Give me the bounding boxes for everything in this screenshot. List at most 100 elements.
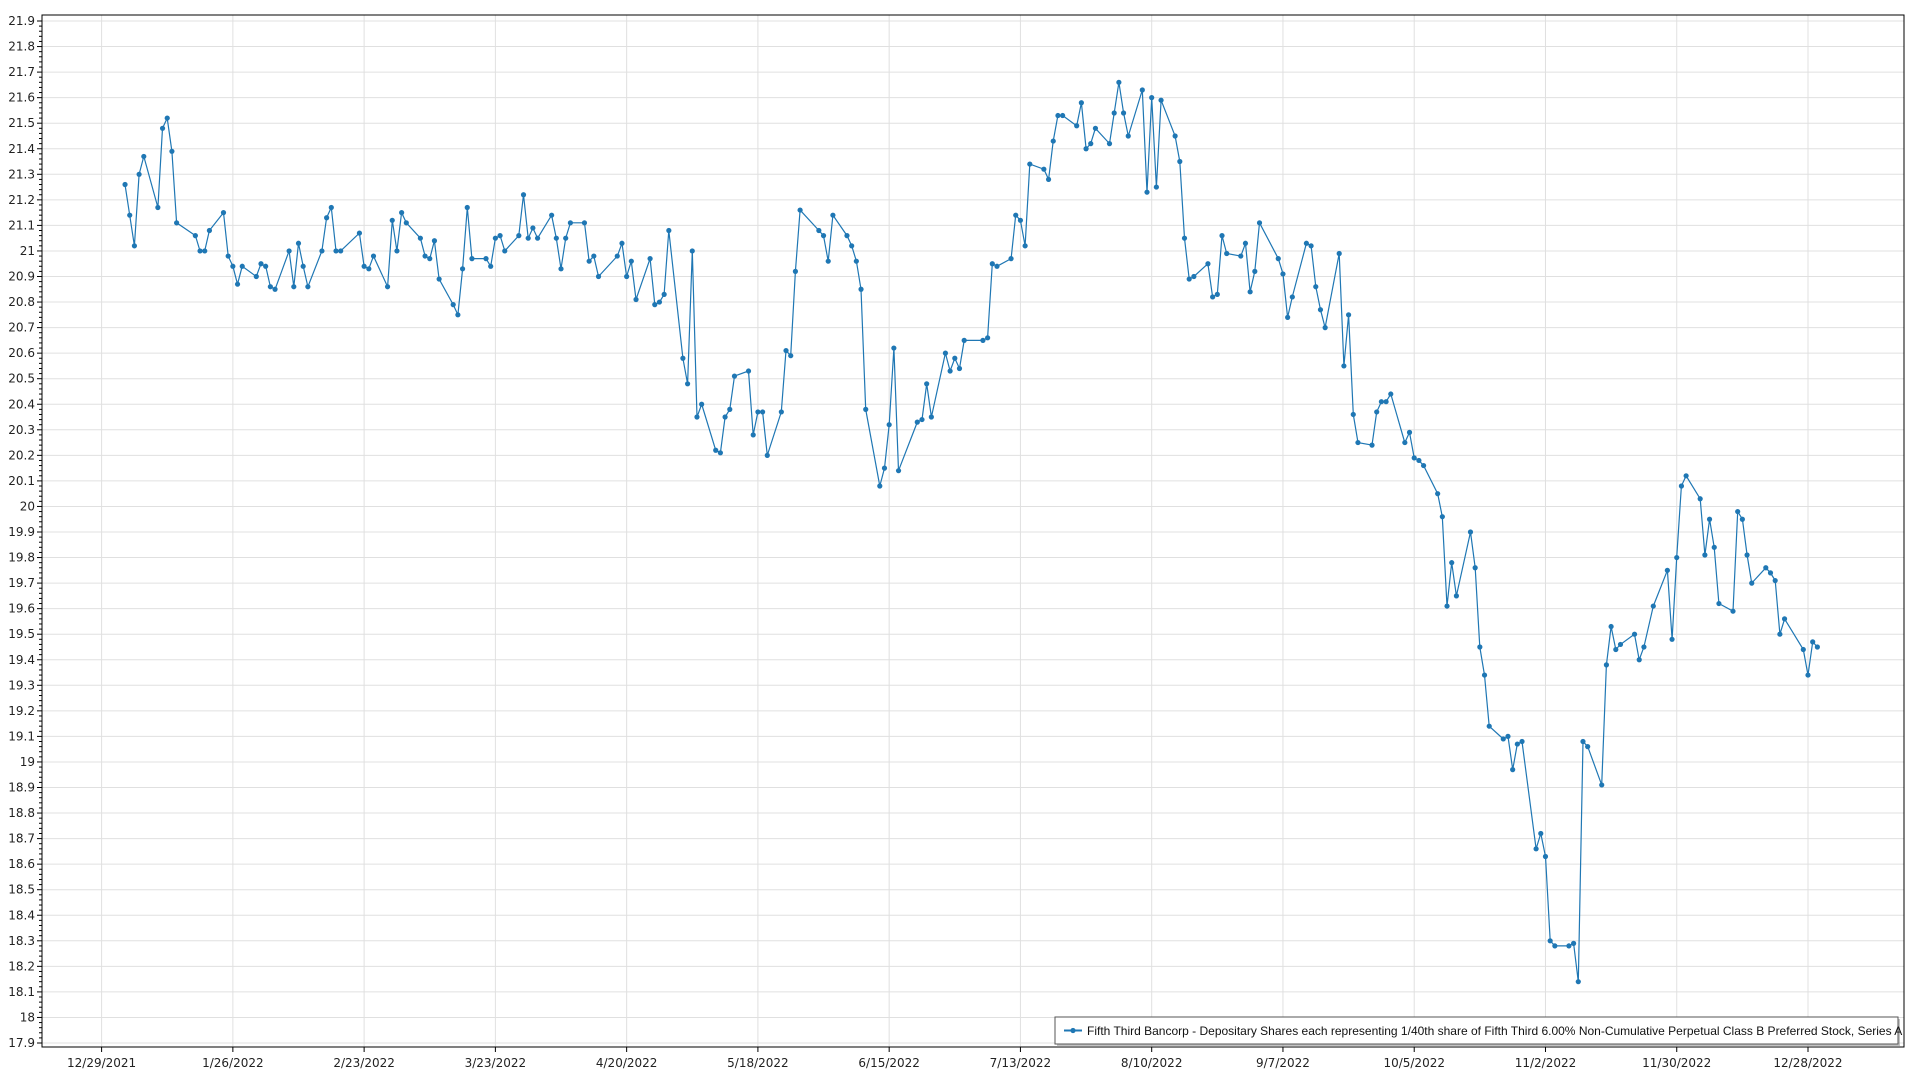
data-point <box>1088 141 1094 147</box>
data-point <box>1683 473 1689 479</box>
data-point <box>980 337 986 343</box>
data-point <box>1275 256 1281 262</box>
legend: Fifth Third Bancorp - Depositary Shares … <box>1054 1016 1902 1047</box>
data-point <box>1767 570 1774 576</box>
data-point <box>985 335 991 341</box>
y-tick-label: 18.6 <box>8 857 35 871</box>
data-point <box>1585 744 1591 750</box>
data-point <box>792 268 799 274</box>
y-axis: 17.9 18 18.1 18.2 18.3 18.4 18.5 18.6 18.7 18.8 18… <box>8 14 42 1050</box>
y-tick-label: 20.9 <box>8 270 35 284</box>
data-point <box>1149 95 1155 101</box>
data-point <box>778 409 784 415</box>
data-point <box>947 368 953 374</box>
data-point <box>689 248 695 254</box>
data-point <box>319 248 325 254</box>
data-point <box>1538 830 1544 837</box>
data-point <box>394 248 400 254</box>
data-point <box>534 235 541 241</box>
y-tick-label: 19.9 <box>8 525 35 539</box>
data-point <box>1303 240 1309 246</box>
data-point <box>1074 123 1080 129</box>
data-point <box>919 416 925 423</box>
x-tick-label: 12/28/2022 <box>1773 1056 1842 1070</box>
data-point <box>530 225 536 231</box>
data-point <box>877 483 883 489</box>
y-tick-label: 18.2 <box>8 959 35 973</box>
data-point <box>141 153 147 160</box>
y-tick-label: 21.5 <box>8 116 35 130</box>
data-point <box>464 204 470 211</box>
data-point <box>1739 516 1745 522</box>
y-tick-label: 20.5 <box>8 372 35 386</box>
data-point <box>272 286 278 292</box>
data-point <box>1444 603 1450 609</box>
data-point <box>1702 552 1708 558</box>
y-tick-label: 19.3 <box>8 678 35 692</box>
x-tick-label: 3/23/2022 <box>465 1056 527 1070</box>
data-point <box>783 347 789 354</box>
data-point <box>1716 600 1722 607</box>
data-point <box>267 284 273 290</box>
data-point <box>1631 631 1638 637</box>
data-point <box>1116 79 1122 85</box>
data-point <box>1505 733 1511 740</box>
data-point <box>1608 623 1614 630</box>
data-point <box>1617 641 1624 648</box>
data-point <box>492 235 498 241</box>
data-point <box>567 220 573 226</box>
y-tick-label: 18.1 <box>8 985 35 999</box>
data-point <box>1566 943 1572 949</box>
data-point <box>1486 723 1492 729</box>
y-tick-label: 19.1 <box>8 729 35 743</box>
data-point <box>1599 782 1605 788</box>
data-point <box>633 296 639 303</box>
data-point <box>192 233 198 239</box>
data-point <box>619 240 625 246</box>
y-tick-label: 19.6 <box>8 602 35 616</box>
data-point <box>1730 608 1736 614</box>
data-point <box>1411 455 1417 461</box>
data-point <box>1420 462 1427 469</box>
data-point <box>1317 307 1324 313</box>
data-point <box>1467 529 1474 535</box>
data-point <box>1285 314 1291 320</box>
data-point <box>1247 289 1253 295</box>
data-point <box>450 302 456 308</box>
data-point <box>731 373 738 379</box>
data-point <box>553 235 559 241</box>
data-point <box>1322 325 1328 331</box>
data-point <box>1435 491 1441 497</box>
data-point <box>1744 552 1750 558</box>
data-point <box>220 210 227 216</box>
data-point <box>427 256 433 262</box>
data-point <box>1641 644 1647 650</box>
data-point <box>324 215 330 221</box>
y-tick-label: 20.2 <box>8 448 35 462</box>
data-point <box>1571 940 1577 946</box>
data-point <box>239 263 245 269</box>
data-point <box>1402 439 1408 446</box>
y-tick-label: 21.4 <box>8 142 35 156</box>
data-point <box>361 263 367 269</box>
data-point <box>797 207 803 213</box>
grid <box>42 15 1904 1047</box>
data-point <box>525 235 531 241</box>
y-tick-label: 18.7 <box>8 832 35 846</box>
data-point <box>961 337 967 343</box>
data-point <box>1706 516 1713 522</box>
data-point <box>366 266 372 272</box>
data-point <box>1406 429 1413 435</box>
y-tick-label: 17.9 <box>8 1036 35 1050</box>
data-point <box>1575 979 1581 985</box>
x-tick-label: 1/26/2022 <box>202 1056 264 1070</box>
data-point <box>1735 508 1741 515</box>
y-tick-label: 18.8 <box>8 806 35 820</box>
data-point <box>258 261 264 267</box>
data-point <box>563 235 569 241</box>
data-point <box>886 422 892 428</box>
y-tick-label: 21.9 <box>8 14 35 28</box>
data-point <box>1242 240 1249 246</box>
data-point <box>333 248 339 254</box>
y-tick-label: 21 <box>20 244 35 258</box>
